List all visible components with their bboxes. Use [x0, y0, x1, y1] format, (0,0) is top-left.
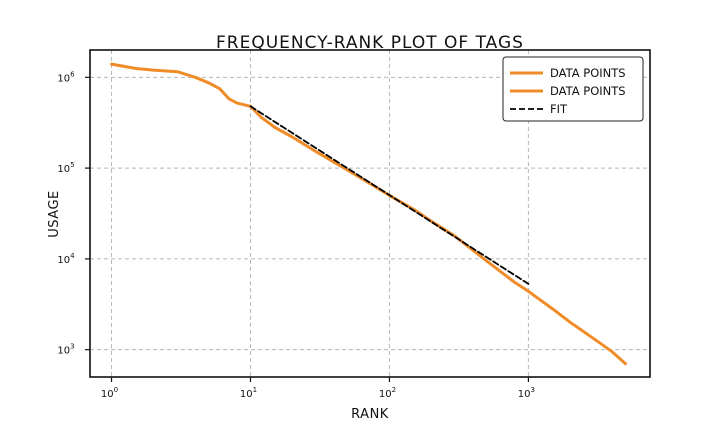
grid: [90, 50, 650, 377]
series-line-fit: [249, 105, 530, 285]
x-tick-exponent: 3: [531, 386, 535, 394]
y-tick-label: 106: [57, 70, 75, 84]
x-tick-label: 102: [379, 386, 396, 400]
x-tick-label: 103: [518, 386, 535, 400]
series-line-data-0: [110, 62, 627, 366]
y-tick-label: 104: [57, 252, 75, 266]
legend-label: DATA POINTS: [550, 84, 626, 98]
x-tick-exponent: 2: [392, 386, 396, 394]
y-tick-label: 105: [57, 161, 74, 175]
legend-label: DATA POINTS: [550, 66, 626, 80]
plot-frame: [89, 49, 651, 378]
x-tick-exponent: 0: [114, 386, 118, 394]
x-tick-label: 100: [101, 386, 118, 400]
legend-label: FIT: [550, 102, 568, 116]
y-tick-exponent: 6: [70, 70, 75, 78]
y-tick-exponent: 3: [70, 343, 74, 351]
y-axis-label: USAGE: [47, 190, 62, 237]
series-lines: [110, 62, 627, 366]
x-tick-label: 101: [240, 386, 257, 400]
x-tick-exponent: 1: [253, 386, 257, 394]
chart-title: FREQUENCY-RANK PLOT OF TAGS: [216, 33, 524, 53]
y-tick-exponent: 5: [70, 161, 74, 169]
y-tick-exponent: 4: [70, 252, 75, 260]
legend: DATA POINTS DATA POINTS FIT: [502, 56, 644, 122]
x-axis-label: RANK: [351, 407, 389, 422]
y-tick-label: 103: [57, 343, 74, 357]
